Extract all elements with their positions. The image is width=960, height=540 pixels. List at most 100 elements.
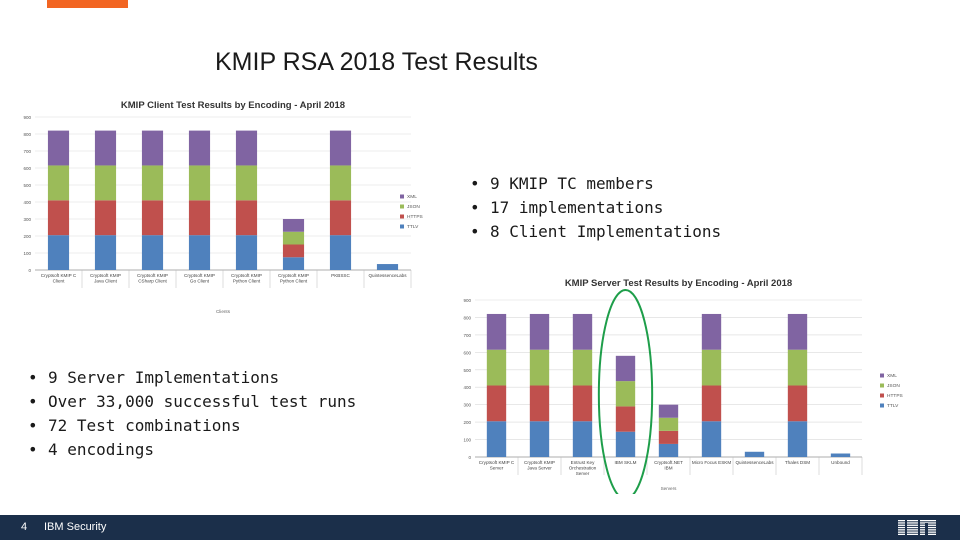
- legend-label: HTTPS: [407, 214, 423, 220]
- x-tick-label: Cryptsoft KMIP C Server: [479, 460, 515, 471]
- y-tick-label: 700: [463, 333, 471, 338]
- bar-segment-ttlv: [744, 451, 765, 457]
- bar-segment-https: [615, 406, 636, 432]
- bar-segment-json: [658, 417, 679, 431]
- x-tick-label: Micro Focus ESKM: [692, 460, 731, 465]
- x-tick-label: Cryptsoft KMIP Python Client: [278, 273, 309, 284]
- y-tick-label: 700: [23, 149, 31, 154]
- legend-label: TTLV: [407, 224, 419, 230]
- bar-segment-xml: [47, 130, 70, 166]
- footer-bar: 4 IBM Security: [0, 515, 960, 540]
- y-tick-label: 600: [23, 166, 31, 171]
- bullet-dot-icon: •: [470, 174, 480, 193]
- legend-label: JSON: [887, 383, 900, 389]
- bar-segment-ttlv: [329, 235, 352, 270]
- bullet-item: • 17 implementations: [470, 196, 721, 220]
- y-tick-label: 0: [468, 455, 471, 460]
- legend-label: XML: [407, 194, 417, 200]
- legend-swatch: [400, 214, 404, 219]
- legend-swatch: [880, 403, 884, 408]
- bullet-item: • 72 Test combinations: [28, 414, 356, 438]
- y-tick-label: 400: [463, 385, 471, 390]
- x-tick-label: QuintessenceLabs: [368, 273, 407, 278]
- bar-segment-ttlv: [572, 421, 593, 457]
- legend-label: TTLV: [887, 403, 899, 409]
- y-tick-label: 500: [23, 183, 31, 188]
- y-tick-label: 300: [23, 217, 31, 222]
- bullet-list-bottom: • 9 Server Implementations • Over 33,000 s…: [28, 366, 356, 462]
- bar-segment-ttlv: [141, 235, 164, 270]
- bar-segment-https: [282, 244, 305, 258]
- bar-segment-json: [529, 349, 550, 386]
- legend-swatch: [400, 204, 404, 209]
- bar-segment-https: [787, 385, 808, 422]
- bar-segment-ttlv: [235, 235, 258, 270]
- legend-label: HTTPS: [887, 393, 903, 399]
- y-tick-label: 900: [23, 115, 31, 120]
- legend-swatch: [880, 383, 884, 388]
- bar-segment-json: [94, 165, 117, 201]
- server-chart-svg: KMIP Server Test Results by Encoding - A…: [463, 278, 903, 494]
- bar-segment-https: [701, 385, 722, 422]
- bullet-item: • Over 33,000 successful test runs: [28, 390, 356, 414]
- bar-segment-json: [282, 231, 305, 245]
- footer-label: IBM Security: [44, 521, 107, 533]
- x-tick-label: Cryptsoft KMIP CSharp Client: [137, 273, 168, 284]
- bar-segment-xml: [787, 313, 808, 350]
- server-chart: KMIP Server Test Results by Encoding - A…: [455, 272, 915, 494]
- x-tick-label: QuintessenceLabs: [735, 460, 774, 465]
- bar-segment-xml: [486, 313, 507, 350]
- bar-segment-ttlv: [787, 421, 808, 457]
- x-axis-label: Clients: [216, 309, 231, 314]
- bar-segment-xml: [658, 404, 679, 418]
- bar-segment-json: [615, 381, 636, 407]
- bullet-item: • 8 Client Implementations: [470, 220, 721, 244]
- bar-segment-https: [235, 200, 258, 236]
- y-tick-label: 400: [23, 200, 31, 205]
- client-chart: KMIP Client Test Results by Encoding - A…: [15, 95, 430, 317]
- bar-segment-json: [188, 165, 211, 201]
- bullet-item: • 9 Server Implementations: [28, 366, 356, 390]
- x-tick-label: Cryptsoft.NET IBM: [654, 460, 683, 471]
- bar-segment-xml: [282, 219, 305, 232]
- bullet-dot-icon: •: [28, 440, 38, 459]
- bullet-dot-icon: •: [470, 222, 480, 241]
- accent-bar: [47, 0, 128, 8]
- bar-segment-ttlv: [529, 421, 550, 457]
- bar-segment-https: [141, 200, 164, 236]
- x-tick-label: Unbound: [831, 460, 850, 465]
- bar-segment-xml: [701, 313, 722, 350]
- bar-segment-ttlv: [188, 235, 211, 270]
- bullet-dot-icon: •: [470, 198, 480, 217]
- bar-segment-https: [658, 430, 679, 444]
- bar-segment-ttlv: [701, 421, 722, 457]
- bar-segment-json: [701, 349, 722, 386]
- bar-segment-https: [486, 385, 507, 422]
- y-tick-label: 200: [463, 420, 471, 425]
- client-chart-svg: KMIP Client Test Results by Encoding - A…: [23, 100, 423, 314]
- bar-segment-ttlv: [830, 453, 851, 457]
- slide-title: KMIP RSA 2018 Test Results: [215, 48, 538, 76]
- x-tick-label: Cryptsoft KMIP Java Server: [524, 460, 555, 471]
- bullet-list-top: • 9 KMIP TC members • 17 implementations •…: [470, 172, 721, 244]
- bar-segment-https: [329, 200, 352, 236]
- bar-segment-ttlv: [658, 443, 679, 457]
- bullet-item: • 9 KMIP TC members: [470, 172, 721, 196]
- bar-segment-json: [141, 165, 164, 201]
- bar-segment-ttlv: [282, 257, 305, 270]
- x-tick-label: IBM SKLM: [615, 460, 637, 465]
- chart-title: KMIP Client Test Results by Encoding - A…: [121, 100, 345, 111]
- bar-segment-json: [572, 349, 593, 386]
- bar-segment-https: [529, 385, 550, 422]
- chart-title: KMIP Server Test Results by Encoding - A…: [565, 278, 792, 289]
- bar-segment-json: [787, 349, 808, 386]
- bar-segment-xml: [188, 130, 211, 166]
- y-tick-label: 500: [463, 368, 471, 373]
- bar-segment-xml: [94, 130, 117, 166]
- legend-swatch: [880, 373, 884, 378]
- y-tick-label: 100: [463, 438, 471, 443]
- legend-label: JSON: [407, 204, 420, 210]
- bullet-dot-icon: •: [28, 392, 38, 411]
- x-tick-label: Cryptsoft KMIP Python Client: [231, 273, 262, 284]
- x-tick-label: Cryptsoft KMIP Go Client: [184, 273, 215, 284]
